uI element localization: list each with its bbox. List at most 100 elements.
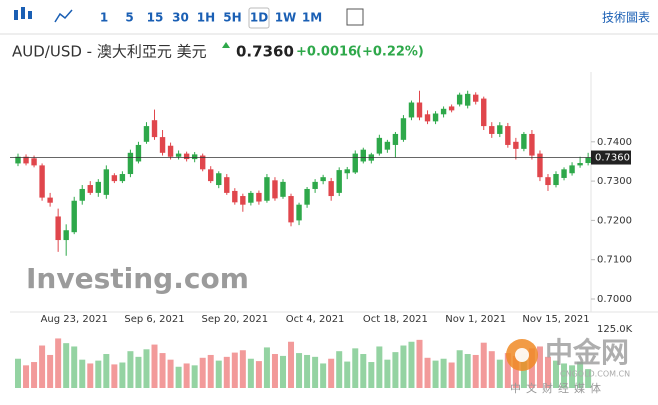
last-price-label: 0.7360	[595, 153, 630, 164]
volume-bar	[87, 363, 94, 388]
cngold-tagline: 中文财经媒体	[510, 381, 606, 395]
volume-bar	[143, 349, 150, 388]
candle-body	[272, 180, 278, 199]
volume-bar	[464, 354, 471, 388]
candle-body	[376, 137, 383, 154]
candle-body	[264, 177, 270, 201]
candle-body	[39, 165, 45, 198]
candle-body	[183, 153, 190, 160]
candle-body	[159, 137, 166, 153]
volume-bar	[360, 354, 367, 388]
volume-bar	[167, 359, 174, 388]
volume-bar	[159, 353, 166, 388]
volume-bar	[376, 346, 383, 388]
chart-tools-link[interactable]: 技術圖表	[602, 11, 650, 25]
candle-body	[47, 197, 53, 203]
volume-bar	[328, 358, 335, 388]
volume-bar	[191, 365, 198, 388]
candle-body	[296, 204, 302, 221]
volume-bar	[71, 346, 78, 388]
volume-bar	[127, 351, 134, 388]
candle-body	[248, 192, 254, 203]
candle-icon[interactable]	[14, 7, 32, 20]
volume-bar	[47, 354, 54, 388]
candle-body	[497, 125, 503, 134]
candle-body	[545, 177, 551, 186]
volume-bar	[400, 345, 407, 388]
candle-body	[288, 196, 294, 223]
volume-bar	[512, 355, 519, 388]
volume-bar	[288, 341, 295, 388]
cngold-logo-inner	[515, 348, 529, 362]
volume-bar	[528, 348, 535, 388]
settings-icon[interactable]	[346, 8, 364, 26]
volume-bar	[255, 361, 262, 388]
volume-bar	[585, 369, 592, 388]
interval-button[interactable]: 30	[172, 11, 189, 25]
toolbar	[0, 0, 658, 34]
volume-bar	[577, 361, 584, 388]
volume-bar	[304, 354, 311, 388]
volume-bar	[456, 350, 463, 388]
volume-bar	[408, 341, 415, 388]
interval-button[interactable]: 1	[100, 11, 108, 25]
candle-body	[456, 94, 463, 105]
instrument-title: AUD/USD - 澳大利亞元 美元	[12, 43, 207, 61]
volume-bar	[23, 365, 30, 388]
interval-button[interactable]: 1W	[275, 11, 297, 25]
cngold-site: 中金网	[545, 336, 629, 369]
x-tick-label: Oct 4, 2021	[286, 314, 345, 325]
candle-body	[232, 190, 238, 203]
interval-button[interactable]: 5	[125, 11, 133, 25]
candle-body	[79, 188, 85, 201]
candle-body	[240, 196, 246, 205]
candle-body	[513, 141, 519, 149]
volume-tick-label: 125.0K	[597, 324, 633, 335]
candle-body	[553, 174, 559, 186]
candle-body	[151, 120, 158, 138]
candle-body	[320, 177, 326, 182]
volume-bar	[520, 354, 527, 388]
interval-button[interactable]: 1D	[250, 11, 268, 25]
volume-bar	[39, 345, 46, 388]
candle-body	[336, 170, 342, 193]
area-icon[interactable]	[54, 9, 73, 23]
x-tick-label: Nov 15, 2021	[522, 314, 589, 325]
candle-body	[328, 181, 334, 197]
candle-body	[191, 154, 198, 160]
x-tick-label: Sep 6, 2021	[124, 314, 184, 325]
candle-body	[489, 126, 495, 134]
volume-bar	[63, 343, 70, 388]
volume-bar	[296, 353, 303, 388]
candle-body	[440, 108, 447, 115]
volume-bar	[416, 339, 423, 388]
volume-bar	[488, 351, 495, 388]
candle-body	[175, 153, 182, 157]
volume-bar	[111, 364, 118, 388]
candle-body	[199, 155, 206, 170]
interval-button[interactable]: 1H	[197, 11, 215, 25]
interval-button[interactable]: 15	[147, 11, 164, 25]
volume-bar	[31, 362, 38, 388]
candle-body	[400, 118, 407, 140]
candle-body	[167, 145, 174, 157]
candle-body	[505, 126, 511, 145]
last-price-box	[591, 150, 631, 165]
price: 0.7360	[236, 43, 294, 61]
candle-body	[481, 98, 487, 127]
volume-bar	[561, 363, 568, 388]
candle-body	[521, 133, 527, 149]
candle-body	[280, 181, 286, 197]
change: +0.0016	[296, 45, 357, 60]
candle-body	[31, 158, 37, 166]
volume-bar	[440, 358, 447, 388]
candle-body	[127, 152, 134, 175]
candle-body	[392, 133, 399, 145]
candle-body	[312, 181, 318, 189]
candle-body	[537, 153, 543, 178]
interval-button[interactable]: 5H	[223, 11, 241, 25]
candle-body	[473, 94, 479, 102]
volume-bar	[135, 356, 142, 388]
y-tick-label: 0.7300	[597, 176, 632, 187]
interval-button[interactable]: 1M	[302, 11, 322, 25]
